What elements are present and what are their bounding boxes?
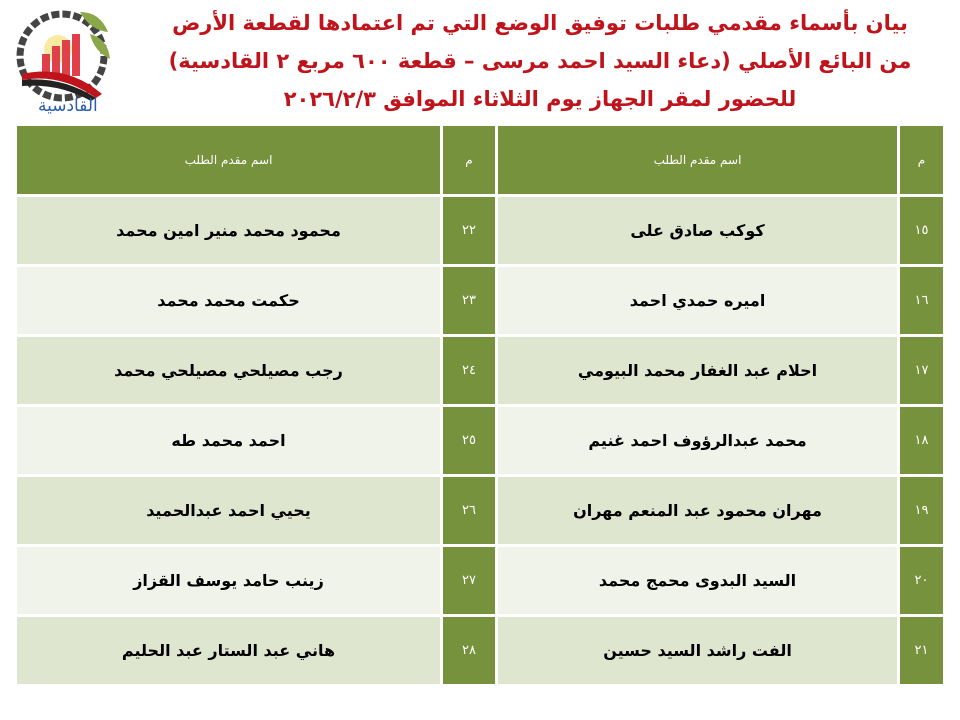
row-number: ٢٦ bbox=[440, 474, 498, 547]
page-title: بيان بأسماء مقدمي طلبات توفيق الوضع التي… bbox=[140, 4, 940, 118]
row-number: ١٨ bbox=[897, 404, 946, 477]
row-number: ٢٥ bbox=[440, 404, 498, 477]
applicants-table: م اسم مقدم الطلب م اسم مقدم الطلب ١٥ كوكب… bbox=[14, 123, 946, 687]
row-number: ٢٣ bbox=[440, 264, 498, 337]
row-number: ٢٤ bbox=[440, 334, 498, 407]
applicant-name: زينب حامد يوسف القزاز bbox=[14, 544, 443, 617]
header-name-1: اسم مقدم الطلب bbox=[495, 123, 900, 197]
row-number: ٢٧ bbox=[440, 544, 498, 617]
applicant-name: رجب مصيلحي مصيلحي محمد bbox=[14, 334, 443, 407]
row-number: ١٥ bbox=[897, 194, 946, 267]
applicant-name: محمد عبدالرؤوف احمد غنيم bbox=[495, 404, 900, 477]
table-row: ٢٠ السيد البدوى محمج محمد ٢٧ زينب حامد يوسف… bbox=[14, 544, 946, 617]
applicant-name: احلام عبد الغفار محمد البيومي bbox=[495, 334, 900, 407]
header-num-1: م bbox=[897, 123, 946, 197]
row-number: ٢٢ bbox=[440, 194, 498, 267]
applicant-name: هاني عبد الستار عبد الحليم bbox=[14, 614, 443, 687]
table-row: ٢١ الفت راشد السيد حسين ٢٨ هاني عبد الستار … bbox=[14, 614, 946, 687]
table-row: ١٦ اميره حمدي احمد ٢٣ حكمت محمد محمد bbox=[14, 264, 946, 337]
applicant-name: الفت راشد السيد حسين bbox=[495, 614, 900, 687]
applicant-name: كوكب صادق على bbox=[495, 194, 900, 267]
row-number: ١٦ bbox=[897, 264, 946, 337]
table-header-row: م اسم مقدم الطلب م اسم مقدم الطلب bbox=[14, 123, 946, 197]
logo-icon bbox=[16, 10, 110, 102]
applicant-name: محمود محمد منير امين محمد bbox=[14, 194, 443, 267]
title-line-2: من البائع الأصلي (دعاء السيد احمد مرسى –… bbox=[168, 49, 912, 73]
row-number: ٢١ bbox=[897, 614, 946, 687]
header-name-2: اسم مقدم الطلب bbox=[14, 123, 443, 197]
row-number: ٢٨ bbox=[440, 614, 498, 687]
table-row: ١٧ احلام عبد الغفار محمد البيومي ٢٤ رجب مصي… bbox=[14, 334, 946, 407]
title-line-1: بيان بأسماء مقدمي طلبات توفيق الوضع التي… bbox=[172, 11, 908, 35]
row-number: ٢٠ bbox=[897, 544, 946, 617]
applicant-name: اميره حمدي احمد bbox=[495, 264, 900, 337]
header-num-2: م bbox=[440, 123, 498, 197]
table-row: ١٨ محمد عبدالرؤوف احمد غنيم ٢٥ احمد محمد طه bbox=[14, 404, 946, 477]
table-row: ١٩ مهران محمود عبد المنعم مهران ٢٦ يحيي احم… bbox=[14, 474, 946, 547]
title-line-3: للحضور لمقر الجهاز يوم الثلاثاء الموافق … bbox=[283, 87, 797, 111]
applicant-name: يحيي احمد عبدالحميد bbox=[14, 474, 443, 547]
applicant-name: مهران محمود عبد المنعم مهران bbox=[495, 474, 900, 547]
logo-label: القادسية bbox=[38, 96, 98, 116]
applicant-name: احمد محمد طه bbox=[14, 404, 443, 477]
table-row: ١٥ كوكب صادق على ٢٢ محمود محمد منير امين مح… bbox=[14, 194, 946, 267]
row-number: ١٩ bbox=[897, 474, 946, 547]
applicant-name: السيد البدوى محمج محمد bbox=[495, 544, 900, 617]
applicant-name: حكمت محمد محمد bbox=[14, 264, 443, 337]
row-number: ١٧ bbox=[897, 334, 946, 407]
